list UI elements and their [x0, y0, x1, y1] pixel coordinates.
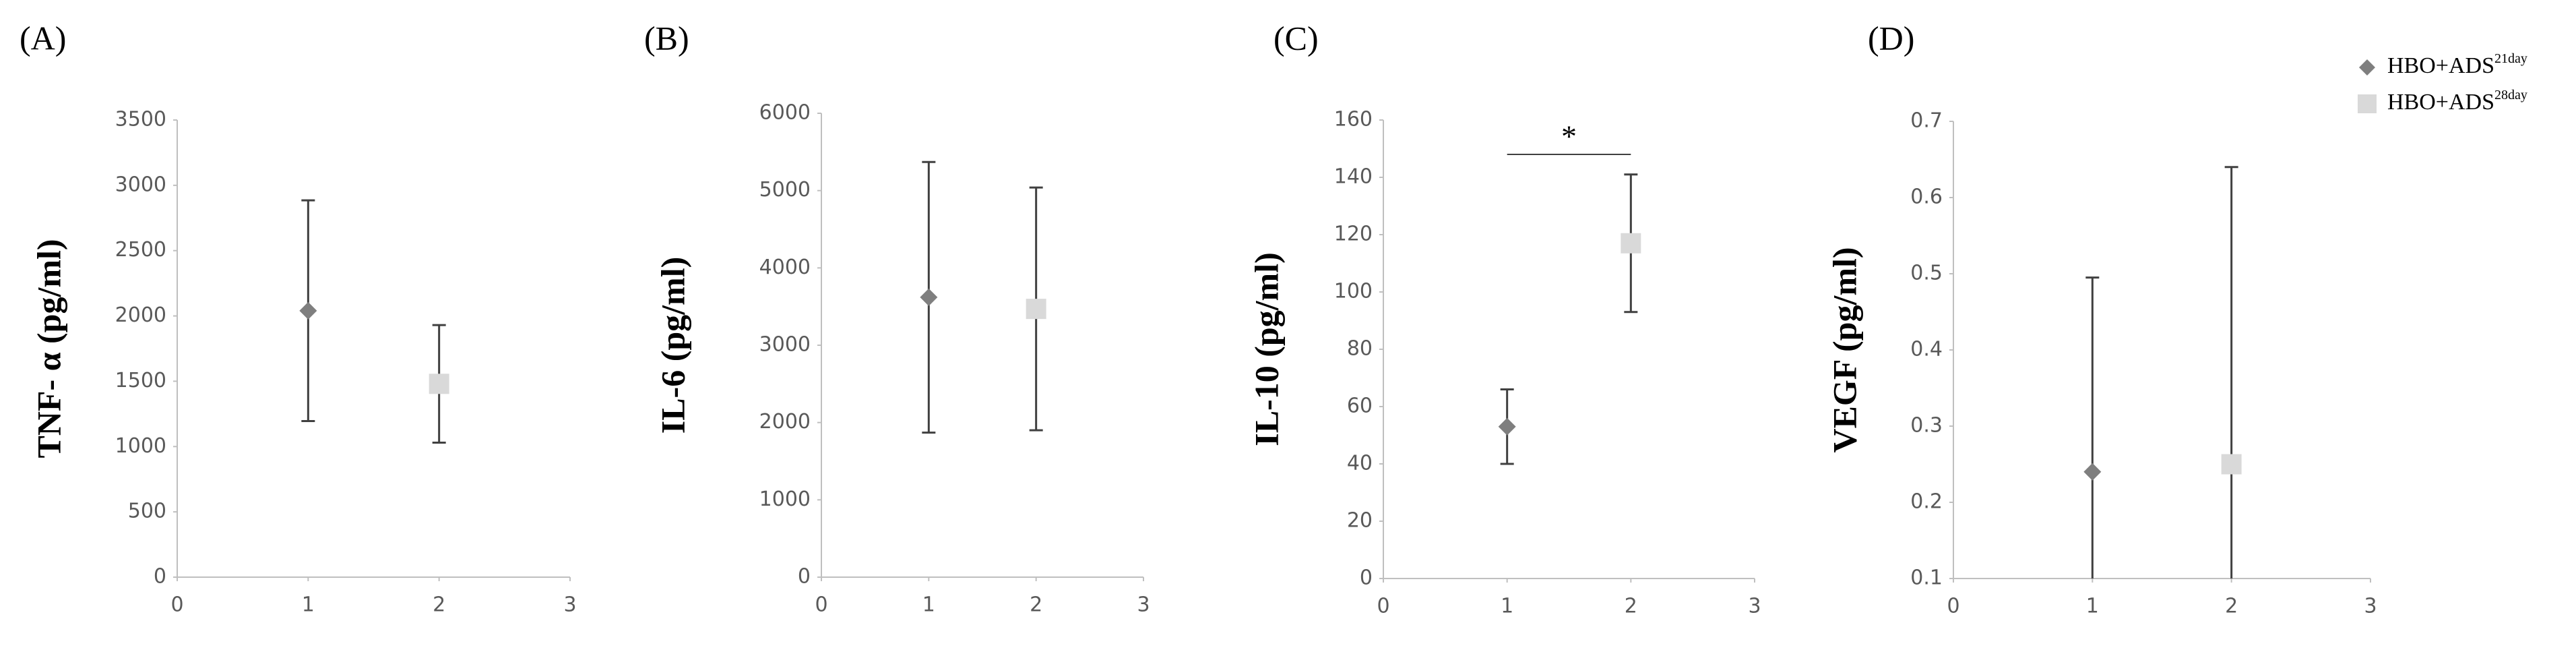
x-tick-label: 2: [433, 593, 445, 617]
panel-label: (C): [1274, 19, 1319, 57]
y-tick-label: 3500: [115, 108, 166, 131]
point: [299, 301, 317, 320]
y-tick-label: 1500: [115, 369, 166, 392]
y-tick-label: 0.3: [1910, 414, 1943, 438]
point: [1621, 233, 1641, 254]
legend-marker: [2358, 94, 2377, 113]
y-tick-label: 0.1: [1910, 566, 1943, 590]
y-tick-label: 0: [798, 565, 811, 589]
point: [2221, 454, 2242, 475]
panel-label: (B): [644, 19, 689, 57]
point: [2083, 463, 2102, 481]
x-tick-label: 2: [1030, 593, 1042, 617]
y-tick-label: 140: [1334, 165, 1373, 189]
panel-label: (A): [20, 19, 66, 57]
legend-superscript: 28day: [2494, 88, 2527, 102]
y-tick-label: 6000: [759, 101, 811, 125]
y-tick-label: 500: [128, 500, 166, 523]
legend-name: HBO+ADS: [2387, 53, 2494, 78]
legend-label: HBO+ADS28day: [2387, 88, 2527, 115]
x-tick-label: 2: [1625, 595, 1637, 618]
error-bar: [2085, 276, 2100, 579]
x-tick-label: 1: [2086, 595, 2099, 618]
y-tick-label: 80: [1347, 337, 1373, 361]
y-tick-label: 60: [1347, 394, 1373, 418]
y-tick-label: 0: [154, 565, 166, 589]
point: [920, 288, 938, 306]
x-tick-label: 0: [1947, 595, 1959, 618]
y-tick-label: 1000: [115, 434, 166, 458]
legend-name: HBO+ADS: [2387, 90, 2494, 115]
x-tick-label: 3: [1137, 593, 1150, 617]
x-tick-label: 1: [922, 593, 935, 617]
y-tick-label: 0.6: [1910, 185, 1943, 209]
x-tick-label: 0: [1377, 595, 1389, 618]
y-tick-label: 0: [1360, 566, 1373, 590]
y-tick-label: 0.5: [1910, 262, 1943, 285]
panel-label: (D): [1868, 19, 1914, 57]
x-tick-label: 3: [1748, 595, 1761, 618]
y-tick-label: 3000: [759, 333, 811, 357]
x-tick-label: 3: [563, 593, 576, 617]
y-tick-label: 2000: [759, 410, 811, 434]
y-tick-label: 4000: [759, 256, 811, 279]
point: [1026, 299, 1046, 320]
x-tick-label: 2: [2225, 595, 2238, 618]
y-tick-label: 0.7: [1910, 109, 1943, 133]
y-tick-label: 1000: [759, 487, 811, 511]
error-bar: [2224, 166, 2238, 579]
y-axis-label: VEGF (pg/ml): [1825, 247, 1863, 452]
point: [1498, 417, 1516, 436]
y-tick-label: 2000: [115, 303, 166, 327]
y-tick-label: 160: [1334, 108, 1373, 131]
y-tick-label: 5000: [759, 178, 811, 202]
y-axis-label: IL-6 (pg/ml): [654, 257, 691, 434]
y-tick-label: 0.4: [1910, 338, 1943, 361]
legend-marker: [2359, 59, 2375, 76]
y-tick-label: 120: [1334, 223, 1373, 246]
x-tick-label: 0: [815, 593, 827, 617]
x-tick-label: 1: [1501, 595, 1513, 618]
y-tick-label: 20: [1347, 509, 1373, 533]
y-axis-label: IL-10 (pg/ml): [1247, 252, 1285, 446]
legend-superscript: 21day: [2494, 51, 2527, 66]
y-tick-label: 3000: [115, 173, 166, 196]
x-tick-label: 3: [2364, 595, 2377, 618]
y-tick-label: 40: [1347, 452, 1373, 475]
y-tick-label: 0.2: [1910, 490, 1943, 514]
legend-label: HBO+ADS21day: [2387, 51, 2527, 78]
x-tick-label: 1: [302, 593, 315, 617]
y-tick-label: 100: [1334, 280, 1373, 303]
significance-star: *: [1561, 119, 1577, 154]
point: [429, 374, 449, 394]
y-tick-label: 2500: [115, 238, 166, 262]
x-tick-label: 0: [170, 593, 183, 617]
y-axis-label: TNF- α (pg/ml): [30, 239, 67, 458]
